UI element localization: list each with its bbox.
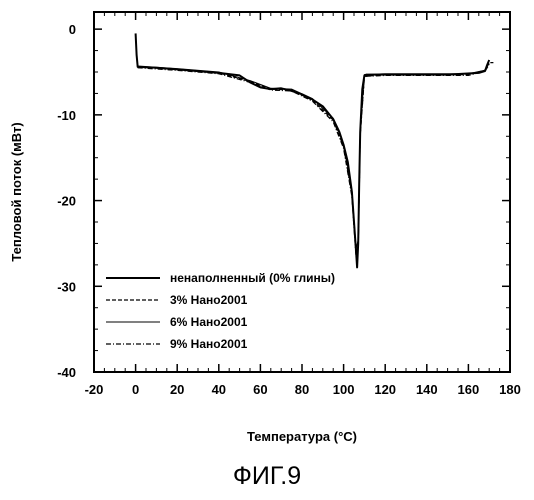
legend-label: ненаполненный (0% глины) bbox=[170, 271, 335, 285]
y-tick-label: -20 bbox=[57, 194, 76, 209]
series-line-4 bbox=[137, 63, 490, 258]
legend-label: 9% Нано2001 bbox=[170, 337, 248, 351]
y-tick-label: 0 bbox=[69, 22, 76, 37]
x-tick-label: 120 bbox=[374, 382, 396, 397]
y-tick-label: -10 bbox=[57, 108, 76, 123]
legend-label: 3% Нано2001 bbox=[170, 293, 248, 307]
x-tick-label: 140 bbox=[416, 382, 438, 397]
dsc-chart: -20 0 20 40 60 80 100 120 140 160 180 0 -10 -20 -30 -40… bbox=[9, 11, 521, 444]
plot-frame bbox=[93, 11, 511, 373]
y-axis-title: Тепловой поток (мВт) bbox=[9, 122, 24, 261]
series-line-2 bbox=[137, 61, 494, 255]
x-tick-label: 0 bbox=[132, 382, 139, 397]
legend-label: 6% Нано2001 bbox=[170, 315, 248, 329]
y-tick-label: -40 bbox=[57, 365, 76, 380]
legend: ненаполненный (0% глины) 3% Нано2001 6% На… bbox=[106, 271, 335, 351]
figure-caption: ФИГ.9 bbox=[232, 462, 302, 490]
x-tick-label: 40 bbox=[212, 382, 226, 397]
x-tick-label: 160 bbox=[458, 382, 480, 397]
x-tick-label: 180 bbox=[499, 382, 521, 397]
x-axis-title: Температура (°C) bbox=[247, 429, 357, 444]
x-tick-label: 80 bbox=[295, 382, 309, 397]
data-curves bbox=[134, 33, 494, 269]
x-tick-label: 60 bbox=[253, 382, 267, 397]
x-tick-label: -20 bbox=[85, 382, 104, 397]
axis-tick-labels: -20 0 20 40 60 80 100 120 140 160 180 0 -10 -20 -30 -40 bbox=[57, 22, 521, 397]
axis-ticks bbox=[93, 12, 511, 373]
x-tick-label: 20 bbox=[170, 382, 184, 397]
y-tick-label: -30 bbox=[57, 279, 76, 294]
series-line-1 bbox=[134, 33, 491, 269]
series-line-3 bbox=[137, 63, 490, 250]
x-tick-label: 100 bbox=[333, 382, 355, 397]
